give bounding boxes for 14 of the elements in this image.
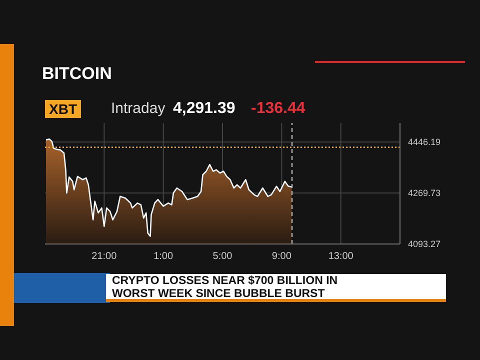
x-tick-label: 5:00 — [212, 251, 233, 262]
chart-title: BITCOIN — [42, 64, 112, 84]
x-tick-label: 9:00 — [272, 251, 292, 262]
text: -136.44 — [251, 100, 306, 118]
x-tick-label: 21:00 — [92, 251, 118, 262]
y-tick-label: 4269.73 — [408, 188, 441, 198]
x-tick-label: 1:00 — [154, 251, 174, 262]
y-tick-label: 4446.19 — [408, 137, 441, 148]
text: 4,291.39 — [173, 100, 236, 118]
y-tick-label: 4093.27 — [408, 239, 441, 250]
text: CRYPTO LOSSES NEAR $700 BILLION IN WORST WEEK SINCE BUBBLE BURST — [112, 275, 339, 301]
x-tick-label: 13:00 — [328, 251, 354, 262]
text: XBT — [45, 100, 81, 118]
text: Intraday — [111, 100, 166, 117]
